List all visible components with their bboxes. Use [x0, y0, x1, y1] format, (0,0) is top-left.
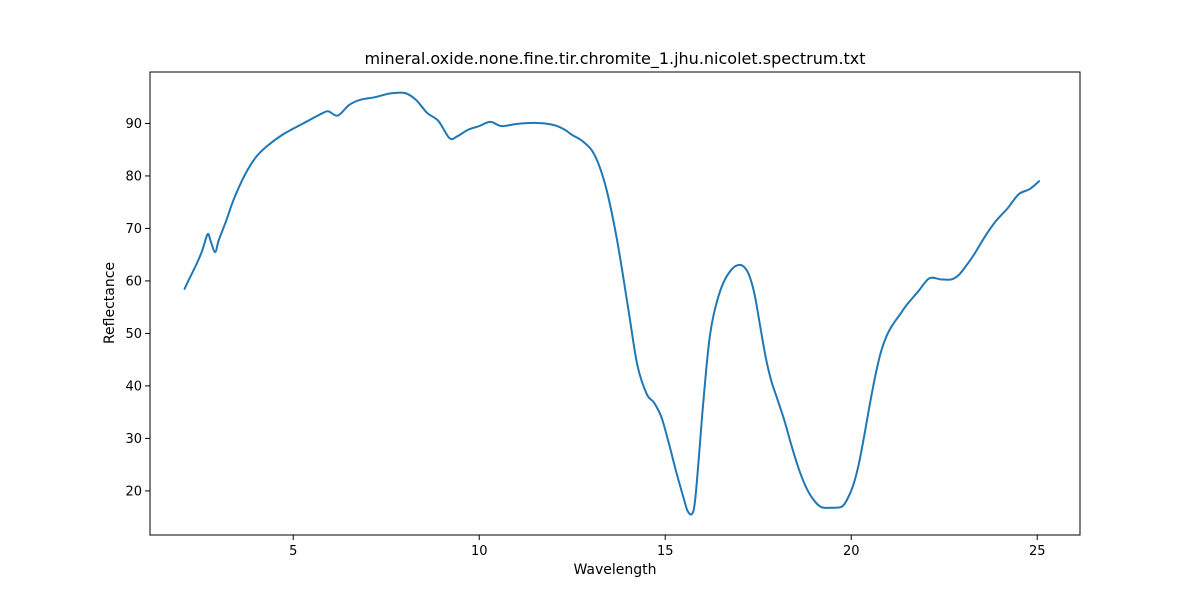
reflectance-series-line	[183, 91, 1041, 516]
plot-frame	[149, 71, 1081, 536]
y-tick-label: 70	[125, 222, 142, 237]
y-tick-label: 50	[125, 327, 142, 342]
y-tick-label: 90	[125, 117, 142, 132]
y-tick-label: 80	[125, 169, 142, 184]
y-tick-label: 60	[125, 274, 142, 289]
axis-ticks: 5 10 15 20 25 20 30 40 50 60 70 80 90	[125, 117, 1045, 559]
x-tick-label: 5	[289, 544, 297, 559]
chart-title: mineral.oxide.none.fine.tir.chromite_1.j…	[364, 49, 865, 69]
x-tick-label: 20	[843, 544, 860, 559]
x-tick-label: 10	[471, 544, 488, 559]
x-tick-label: 25	[1029, 544, 1046, 559]
plot-area	[183, 91, 1041, 516]
y-tick-label: 20	[125, 484, 142, 499]
y-axis-label: Reflectance	[102, 262, 118, 344]
y-tick-label: 30	[125, 432, 142, 447]
y-tick-label: 40	[125, 379, 142, 394]
x-axis-label: Wavelength	[573, 562, 656, 578]
x-tick-label: 15	[657, 544, 674, 559]
